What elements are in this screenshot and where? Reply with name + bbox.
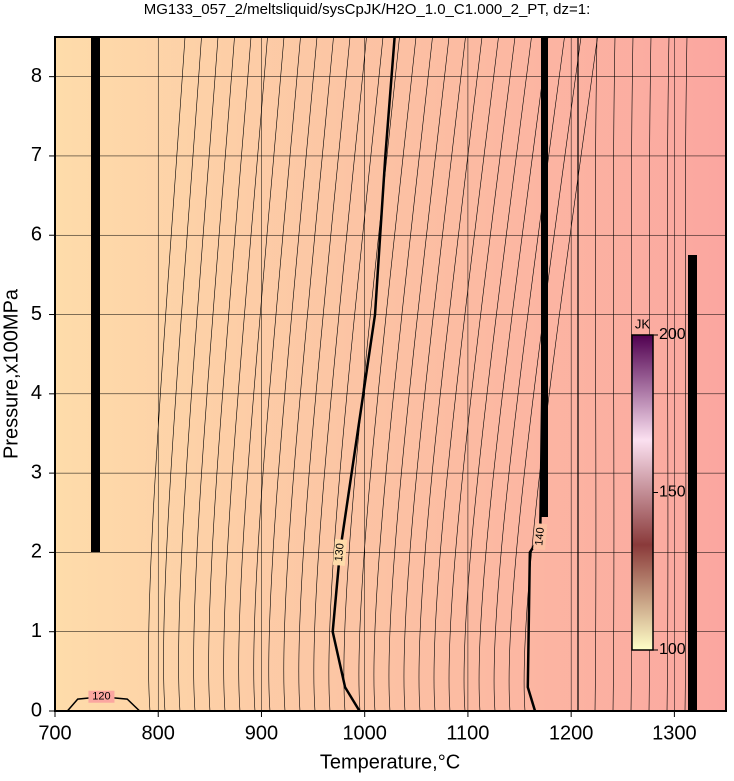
thin-contour: [594, 36, 598, 712]
colorbar-tick-label: 150: [659, 484, 686, 501]
thin-contour: [163, 36, 202, 712]
label-bg: [332, 538, 348, 566]
thin-contour: [612, 36, 616, 712]
thin-contour: [493, 36, 565, 712]
x-tick-label: 700: [38, 722, 71, 744]
thin-contour: [508, 36, 582, 712]
phase-band: [91, 37, 100, 552]
contour-label: 140: [533, 527, 547, 546]
chart-title: MG133_057_2/meltsliquid/sysCpJK/H2O_1.0_…: [144, 1, 591, 18]
thin-contour: [193, 36, 235, 712]
thin-contour: [178, 36, 219, 712]
y-tick-label: 2: [31, 541, 42, 563]
contours: 130 140 120: [66, 36, 548, 712]
thin-contour: [666, 36, 670, 712]
y-tick-label: 8: [31, 65, 42, 87]
x-tick-label: 800: [142, 722, 175, 744]
thin-contour: [463, 36, 532, 712]
thin-contour: [148, 36, 186, 712]
thin-contour: [388, 36, 450, 712]
colorbar-tick-label: 200: [659, 326, 686, 343]
thin-contour: [208, 36, 252, 712]
thin-contour: [478, 36, 549, 712]
x-tick-label: 1300: [652, 722, 697, 744]
plot-frame: [54, 36, 727, 712]
x-tick-label: 1100: [446, 722, 489, 744]
thin-contour: [283, 36, 334, 712]
thin-contour: [684, 36, 688, 712]
colorbar-fill: [631, 334, 654, 651]
thin-contour: [448, 36, 516, 712]
label-bg: [533, 523, 548, 551]
thin-contour: [373, 36, 433, 712]
x-axis-label: Temperature,°C: [320, 751, 460, 773]
plot-background: [55, 37, 726, 711]
y-tick-label: 7: [31, 144, 42, 166]
x-tick-label: 1000: [342, 722, 387, 744]
contour-label: 130: [333, 543, 347, 562]
y-tick-label: 3: [31, 461, 42, 483]
y-tick-label: 6: [31, 224, 42, 246]
phase-band: [688, 255, 697, 711]
thin-contour: [253, 36, 301, 712]
y-tick-label: 1: [31, 620, 42, 642]
colorbar-label: JK: [635, 316, 651, 331]
colorbar: JK 100 150 200: [631, 316, 686, 658]
thin-contour: [433, 36, 499, 712]
thin-contour: [418, 36, 483, 712]
thin-contour: [268, 36, 318, 712]
thin-contour: [238, 36, 285, 712]
thin-contour: [223, 36, 268, 712]
x-tick-label: 1200: [549, 722, 594, 744]
thin-contour: [358, 36, 417, 712]
y-axis-label: Pressure,x100MPa: [0, 288, 22, 459]
y-tick-label: 5: [31, 303, 42, 325]
thin-contour: [313, 36, 367, 712]
x-tick-label: 900: [245, 722, 278, 744]
thin-contour: [403, 36, 466, 712]
colorbar-tick-label: 100: [659, 641, 686, 658]
label-bg: [88, 690, 115, 703]
contour-label: 120: [92, 691, 110, 703]
thin-contour: [328, 36, 384, 712]
y-tick-label: 0: [31, 699, 42, 721]
thin-contour: [298, 36, 351, 712]
y-tick-label: 4: [31, 382, 42, 404]
